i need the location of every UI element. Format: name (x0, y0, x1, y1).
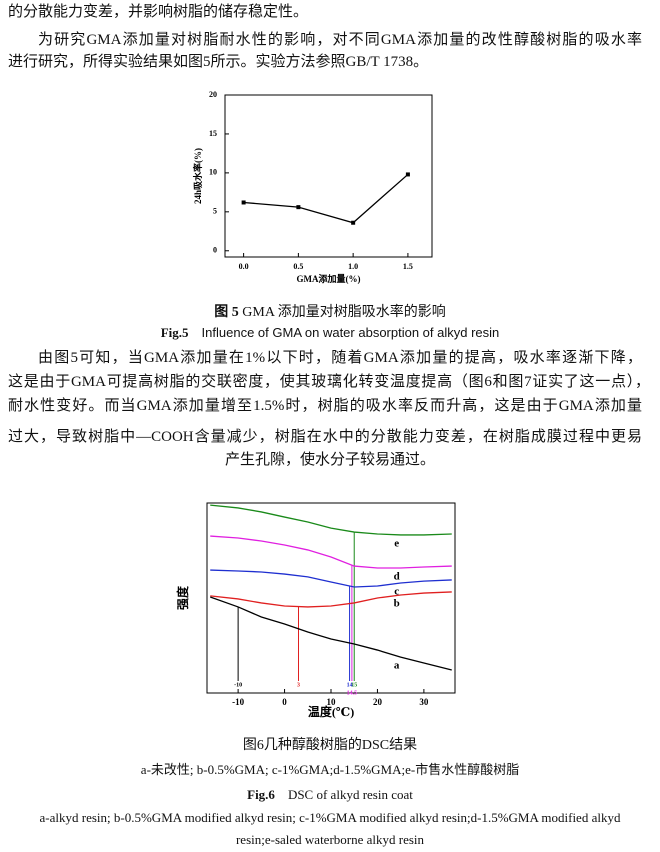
tg-label: 14 (347, 682, 353, 688)
x-tick-label: 20 (373, 697, 383, 707)
series-label: a (394, 660, 400, 672)
dsc-curve (210, 596, 452, 671)
paragraph-line: 产生孔隙，使水分子较易通过。 (224, 452, 435, 468)
caption-note: resin;e-saled waterborne alkyd resin (235, 832, 425, 847)
dsc-curve (210, 504, 452, 536)
x-tick-label: 1.5 (403, 262, 413, 271)
caption: 图6几种醇酸树脂的DSC结果 (242, 738, 418, 753)
paragraph-line: 过大，导致树脂中—COOH含量减少，树脂在水中的分散能力变差，在树脂成膜过程中更… (8, 429, 642, 445)
series-label: d (394, 571, 400, 583)
caption-text: Influence of GMA on water absorption of … (201, 325, 500, 340)
y-tick-label: 5 (213, 207, 217, 216)
dsc-curve (210, 535, 452, 569)
data-line (243, 173, 409, 224)
plot-frame (224, 94, 433, 258)
x-tick-label: -10 (232, 697, 244, 707)
caption-label: Fig.6 (247, 787, 275, 802)
paragraph-line: 为研究GMA添加量对树脂耐水性的影响，对不同GMA添加量的改性醇酸树脂的吸水率 (38, 32, 642, 48)
tg-label: -10 (234, 682, 242, 688)
data-marker (241, 200, 246, 205)
paragraph-line: 的分散能力变差，并影响树脂的储存稳定性。 (8, 4, 309, 20)
x-axis-label: 温度(℃) (308, 704, 354, 719)
y-tick-label: 15 (209, 129, 217, 138)
paragraph-line: 这是由于GMA可提高树脂的交联密度，使其玻璃化转变温度提高（图6和图7证实了这一… (8, 374, 650, 390)
caption: Fig.5 Influence of GMA on water absorpti… (0, 324, 660, 342)
tg-label: 3 (297, 682, 300, 688)
caption-text: GMA 添加量对树脂吸水率的影响 (242, 305, 446, 320)
data-marker (405, 172, 410, 177)
caption: 图 5 GMA 添加量对树脂吸水率的影响 (0, 304, 660, 322)
x-tick-label: 10 (327, 697, 337, 707)
data-marker (351, 220, 356, 225)
caption-note: a-未改性; b-0.5%GMA; c-1%GMA;d-1.5%GMA;e-市售… (140, 762, 520, 777)
y-tick-label: 0 (213, 246, 217, 255)
paragraph-line: 耐水性变好。而当GMA添加量增至1.5%时，树脂的吸水率反而升高，这是由于GMA… (8, 398, 642, 414)
x-tick-label: 0 (282, 697, 287, 707)
caption-label: Fig.5 (160, 325, 189, 340)
dsc-curve (210, 591, 452, 608)
y-axis-label: 24h吸水率(%) (192, 148, 203, 204)
x-tick-label: 0.0 (239, 262, 249, 271)
series-label: e (394, 537, 399, 549)
paragraph-line: 由图5可知，当GMA添加量在1%以下时，随着GMA添加量的提高，吸水率逐渐下降， (38, 350, 642, 366)
y-axis-label: 强度 (175, 585, 190, 610)
caption-note: a-alkyd resin; b-0.5%GMA modified alkyd … (39, 810, 621, 825)
paragraph-line: 进行研究，所得实验结果如图5所示。实验方法参照GB/T 1738。 (8, 54, 429, 70)
figure-6-chart: -10 0 10 20 30 温度(℃) 强度 15 e 14.5 d 14 c 3 b -10 a (175, 502, 456, 719)
tg-label: 15 (351, 682, 357, 688)
x-tick-label: 1.0 (348, 262, 358, 271)
y-tick-label: 20 (209, 90, 217, 99)
plot-frame (206, 502, 456, 694)
x-tick-label: 0.5 (293, 262, 303, 271)
caption-label: 图 5 (214, 305, 239, 320)
figure-5-chart: 0.0 0.5 1.0 1.5 0 5 10 15 20 GMA添加量(%) 24h吸水率(%) (192, 90, 433, 284)
dsc-curve (210, 569, 452, 588)
x-tick-label: 30 (419, 697, 429, 707)
tg-label: 14.5 (347, 690, 358, 696)
caption-text: DSC of alkyd resin coat (287, 787, 413, 802)
series-label: c (394, 586, 399, 598)
caption: Fig.6 DSC of alkyd resin coat (0, 786, 660, 804)
series-label: b (394, 597, 400, 609)
x-axis-label: GMA添加量(%) (297, 273, 361, 284)
data-marker (296, 205, 301, 210)
y-tick-label: 10 (209, 168, 217, 177)
